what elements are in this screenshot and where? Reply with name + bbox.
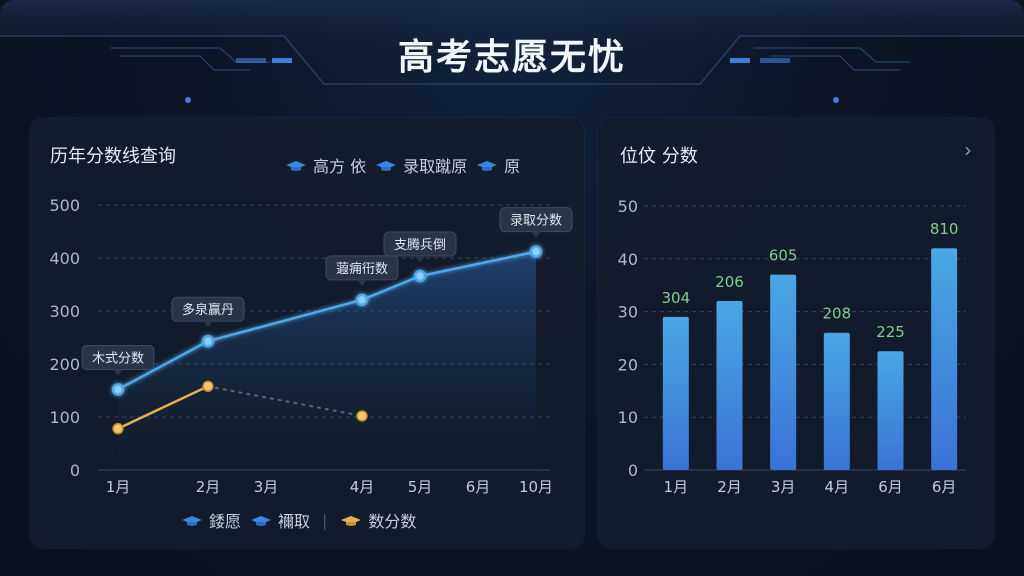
x-tick-label: 4月 <box>825 478 850 496</box>
legend-label: 数分数 <box>368 512 417 531</box>
line-chart: 0 100 200 300 400 500 1月 2月 3月 4月 5月 6月 10月 木式分数 多泉赢丹 蕸… <box>49 196 573 496</box>
bar <box>662 316 689 470</box>
graduation-cap-icon <box>339 513 363 527</box>
legend-label: 录取蹴原 <box>403 157 468 176</box>
graduation-cap-icon <box>374 158 398 172</box>
y-tick-label: 500 <box>49 196 80 215</box>
x-tick-label: 2月 <box>717 478 742 496</box>
x-tick-label: 3月 <box>254 478 279 496</box>
y-tick-label: 50 <box>618 197 638 216</box>
bar-value-label: 304 <box>662 289 691 307</box>
series-line-score <box>117 385 209 430</box>
legend-divider: | <box>322 510 328 530</box>
legend-item[interactable]: 数分数 <box>339 508 416 532</box>
data-label: 录取分数 <box>510 214 562 229</box>
x-tick-label: 6月 <box>466 478 491 496</box>
x-tick-label: 10月 <box>519 478 553 496</box>
y-tick-label: 400 <box>49 249 80 268</box>
line-legend-bottom: 錗愿 襧取 | 数分数 <box>180 508 416 532</box>
chevron-right-icon[interactable]: › <box>964 138 972 162</box>
x-tick-label: 5月 <box>408 478 433 496</box>
series-line-projection <box>207 385 363 417</box>
bar <box>716 301 743 470</box>
graduation-cap-icon <box>475 158 499 172</box>
legend-item[interactable]: 录取蹴原 <box>374 153 467 177</box>
legend-item[interactable]: 高方 依 <box>284 153 366 177</box>
y-tick-label: 10 <box>618 408 638 427</box>
x-tick-label: 3月 <box>771 478 796 496</box>
bar-value-label: 225 <box>876 323 905 341</box>
x-tick-label: 2月 <box>196 478 221 496</box>
legend-label: 襧取 <box>278 512 311 531</box>
bar <box>823 332 850 470</box>
data-label-box <box>383 231 457 257</box>
x-tick-label: 6月 <box>932 478 957 496</box>
legend-label: 高方 依 <box>313 157 367 176</box>
legend-label: 錗愿 <box>209 512 242 531</box>
y-tick-label: 300 <box>49 302 80 321</box>
bar-value-label: 605 <box>769 247 798 265</box>
data-label-pointer <box>203 321 213 328</box>
data-label: 木式分数 <box>92 351 144 366</box>
graduation-cap-icon <box>249 513 273 527</box>
y-tick-label: 200 <box>49 355 80 374</box>
data-point <box>529 245 543 258</box>
legend-item[interactable]: 錗愿 <box>180 508 241 532</box>
legend-item[interactable]: 襧取 <box>249 508 310 532</box>
data-label: 支腾兵倒 <box>394 237 446 253</box>
bar-chart: 0 10 20 30 40 50 304 1月 206 2月 605 3月 208 4月 225 6月 810 6… <box>618 197 966 496</box>
panel-title: 历年分数线查询 <box>50 146 176 167</box>
legend-item[interactable]: 原 <box>475 153 520 177</box>
y-tick-label: 40 <box>618 250 638 269</box>
graduation-cap-icon <box>284 158 308 172</box>
data-label-pointer <box>113 369 123 376</box>
x-tick-label: 4月 <box>350 478 375 496</box>
bar <box>931 248 958 470</box>
score-bar-panel: 位伩 分数 › 0 10 20 30 40 50 304 1月 206 2月 605 3月 208 4月 2… <box>598 118 994 548</box>
data-point <box>413 269 427 283</box>
area-fill <box>118 251 536 470</box>
panel-title: 位伩 分数 <box>620 146 698 167</box>
data-label: 蕸痈衎数 <box>336 262 388 277</box>
data-point <box>111 383 125 396</box>
bar <box>877 351 904 470</box>
data-label-pointer <box>415 256 425 263</box>
data-label: 多泉赢丹 <box>182 302 234 318</box>
score-history-panel: 历年分数线查询 高方 依 录取蹴原 原 0 100 200 300 400 500 1月 2月… <box>30 118 584 548</box>
bar-value-label: 208 <box>823 305 852 323</box>
y-tick-label: 100 <box>49 408 80 427</box>
data-label-pointer <box>357 279 367 286</box>
data-point <box>201 334 215 348</box>
page-title: 高考志愿无忧 <box>397 37 626 78</box>
bar-value-label: 810 <box>930 220 959 238</box>
header-decoration <box>0 0 1024 103</box>
data-point <box>112 422 124 435</box>
line-legend-top: 高方 依 录取蹴原 原 <box>284 153 520 177</box>
data-label-pointer <box>531 231 541 238</box>
y-tick-label: 30 <box>618 303 638 322</box>
bar <box>770 274 797 470</box>
y-tick-label: 0 <box>628 461 638 480</box>
graduation-cap-icon <box>180 513 204 527</box>
y-tick-label: 0 <box>70 461 80 480</box>
legend-label: 原 <box>504 157 521 176</box>
bar-value-label: 206 <box>715 273 744 291</box>
y-tick-label: 20 <box>618 355 638 374</box>
x-tick-label: 1月 <box>664 478 689 496</box>
x-tick-label: 1月 <box>106 478 131 496</box>
data-point <box>355 293 369 307</box>
data-point <box>202 380 214 393</box>
data-point <box>356 410 368 422</box>
x-tick-label: 6月 <box>878 478 903 496</box>
